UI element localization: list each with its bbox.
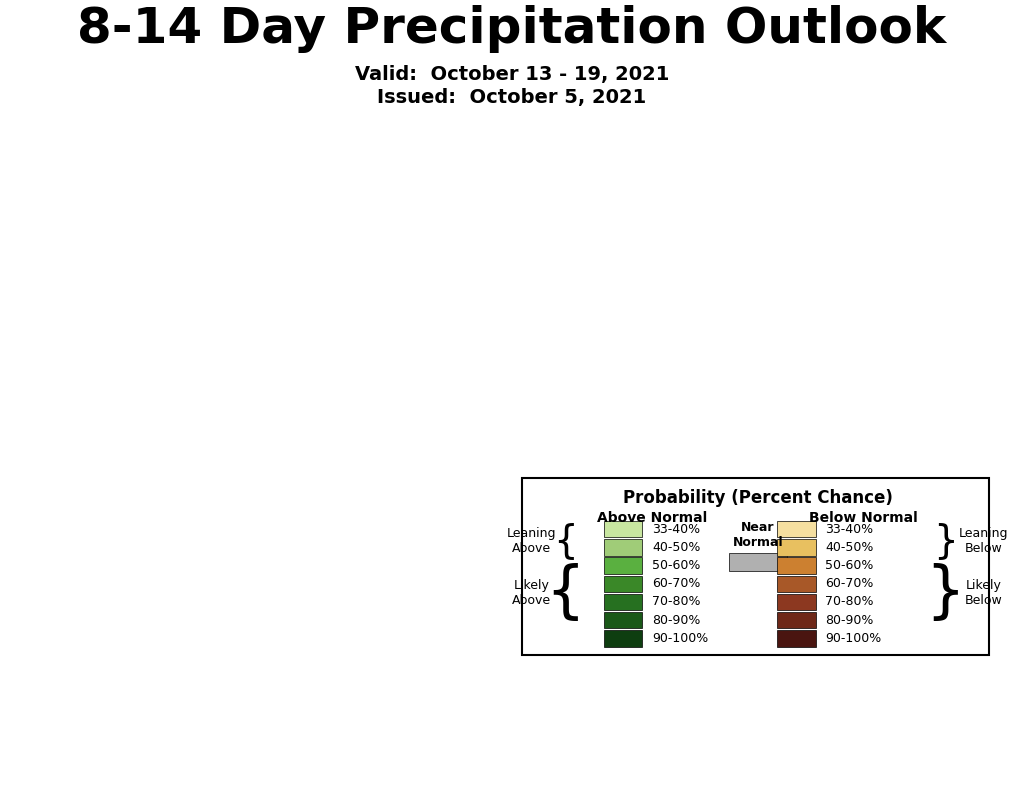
Text: Probability (Percent Chance): Probability (Percent Chance) [623, 489, 893, 507]
Bar [604, 594, 642, 610]
Text: 33-40%: 33-40% [825, 523, 873, 536]
Bar [777, 576, 815, 592]
Bar [777, 558, 815, 573]
FancyBboxPatch shape [522, 479, 989, 655]
Text: Issued:  October 5, 2021: Issued: October 5, 2021 [378, 88, 646, 108]
Text: Near
Normal: Near Normal [732, 521, 783, 549]
Bar [604, 630, 642, 646]
Text: 40-50%: 40-50% [825, 541, 873, 554]
Text: 70-80%: 70-80% [825, 596, 873, 608]
Bar [777, 539, 815, 555]
Text: 70-80%: 70-80% [652, 596, 700, 608]
Text: 90-100%: 90-100% [652, 632, 709, 645]
Bar [777, 521, 815, 537]
Bar [604, 612, 642, 628]
Text: 33-40%: 33-40% [652, 523, 700, 536]
Bar [604, 521, 642, 537]
Text: 8-14 Day Precipitation Outlook: 8-14 Day Precipitation Outlook [78, 5, 946, 53]
Text: 90-100%: 90-100% [825, 632, 882, 645]
Text: Leaning
Above: Leaning Above [507, 527, 556, 555]
Bar [777, 612, 815, 628]
Text: 50-60%: 50-60% [825, 559, 873, 572]
Bar [777, 594, 815, 610]
Text: Leaning
Below: Leaning Below [959, 527, 1009, 555]
Text: Above Normal: Above Normal [597, 511, 707, 525]
Text: 80-90%: 80-90% [825, 614, 873, 626]
Bar [604, 558, 642, 573]
Text: {: { [553, 522, 578, 560]
Text: Valid:  October 13 - 19, 2021: Valid: October 13 - 19, 2021 [354, 65, 670, 84]
Text: {: { [546, 563, 585, 623]
Text: 60-70%: 60-70% [825, 577, 873, 590]
Text: Likely
Below: Likely Below [965, 579, 1002, 607]
Text: 50-60%: 50-60% [652, 559, 700, 572]
Text: Below Normal: Below Normal [809, 511, 919, 525]
Bar [729, 553, 786, 571]
Text: Likely
Above: Likely Above [512, 579, 551, 607]
Text: 80-90%: 80-90% [652, 614, 700, 626]
Text: }: } [926, 563, 966, 623]
Bar [604, 576, 642, 592]
Bar [777, 630, 815, 646]
Text: 40-50%: 40-50% [652, 541, 700, 554]
Bar [604, 539, 642, 555]
Text: }: } [933, 522, 957, 560]
Text: 60-70%: 60-70% [652, 577, 700, 590]
